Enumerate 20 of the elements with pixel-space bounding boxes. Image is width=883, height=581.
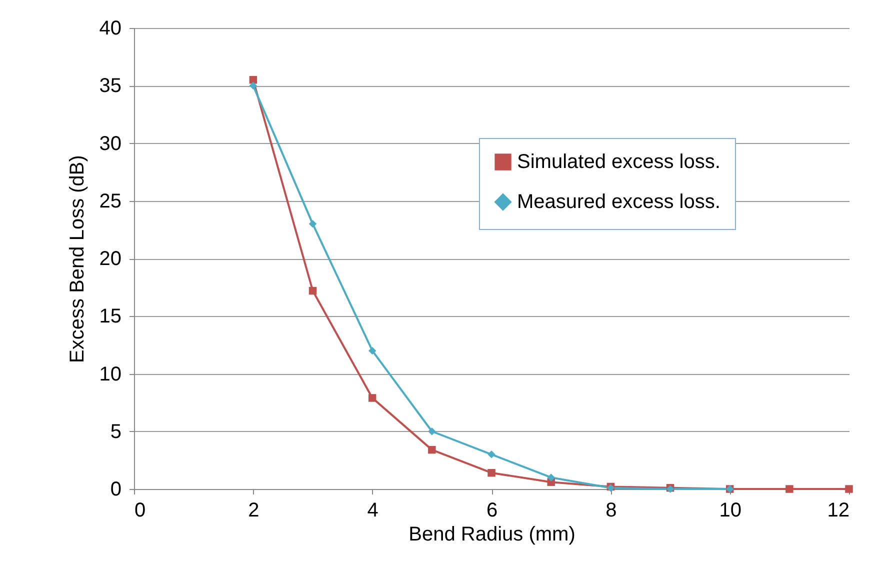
y-tick-label: 20 (99, 248, 122, 270)
x-tick-label: 0 (134, 500, 146, 522)
x-tick-label: 2 (248, 500, 260, 522)
y-tick-label: 5 (110, 420, 122, 443)
y-tick-label: 15 (99, 306, 122, 328)
y-tick-label: 40 (99, 18, 122, 40)
x-tick-label: 8 (606, 500, 617, 522)
x-tick-label: 6 (486, 500, 498, 522)
y-tick-label: 30 (99, 132, 122, 155)
y-tick-label: 0 (110, 478, 122, 500)
x-tick-label: 10 (719, 500, 742, 522)
y-tick-label: 10 (99, 363, 122, 386)
y-tick-label: 35 (99, 75, 122, 98)
y-tick-label: 25 (99, 190, 122, 212)
x-tick-label: 12 (827, 500, 850, 522)
legend-label: Measured excess loss. (517, 191, 720, 213)
legend-label: Simulated excess loss. (517, 151, 720, 173)
x-axis-title: Bend Radius (mm) (408, 524, 576, 546)
y-axis-title: Excess Bend Loss (dB) (66, 155, 88, 363)
x-tick-label: 4 (367, 500, 378, 522)
